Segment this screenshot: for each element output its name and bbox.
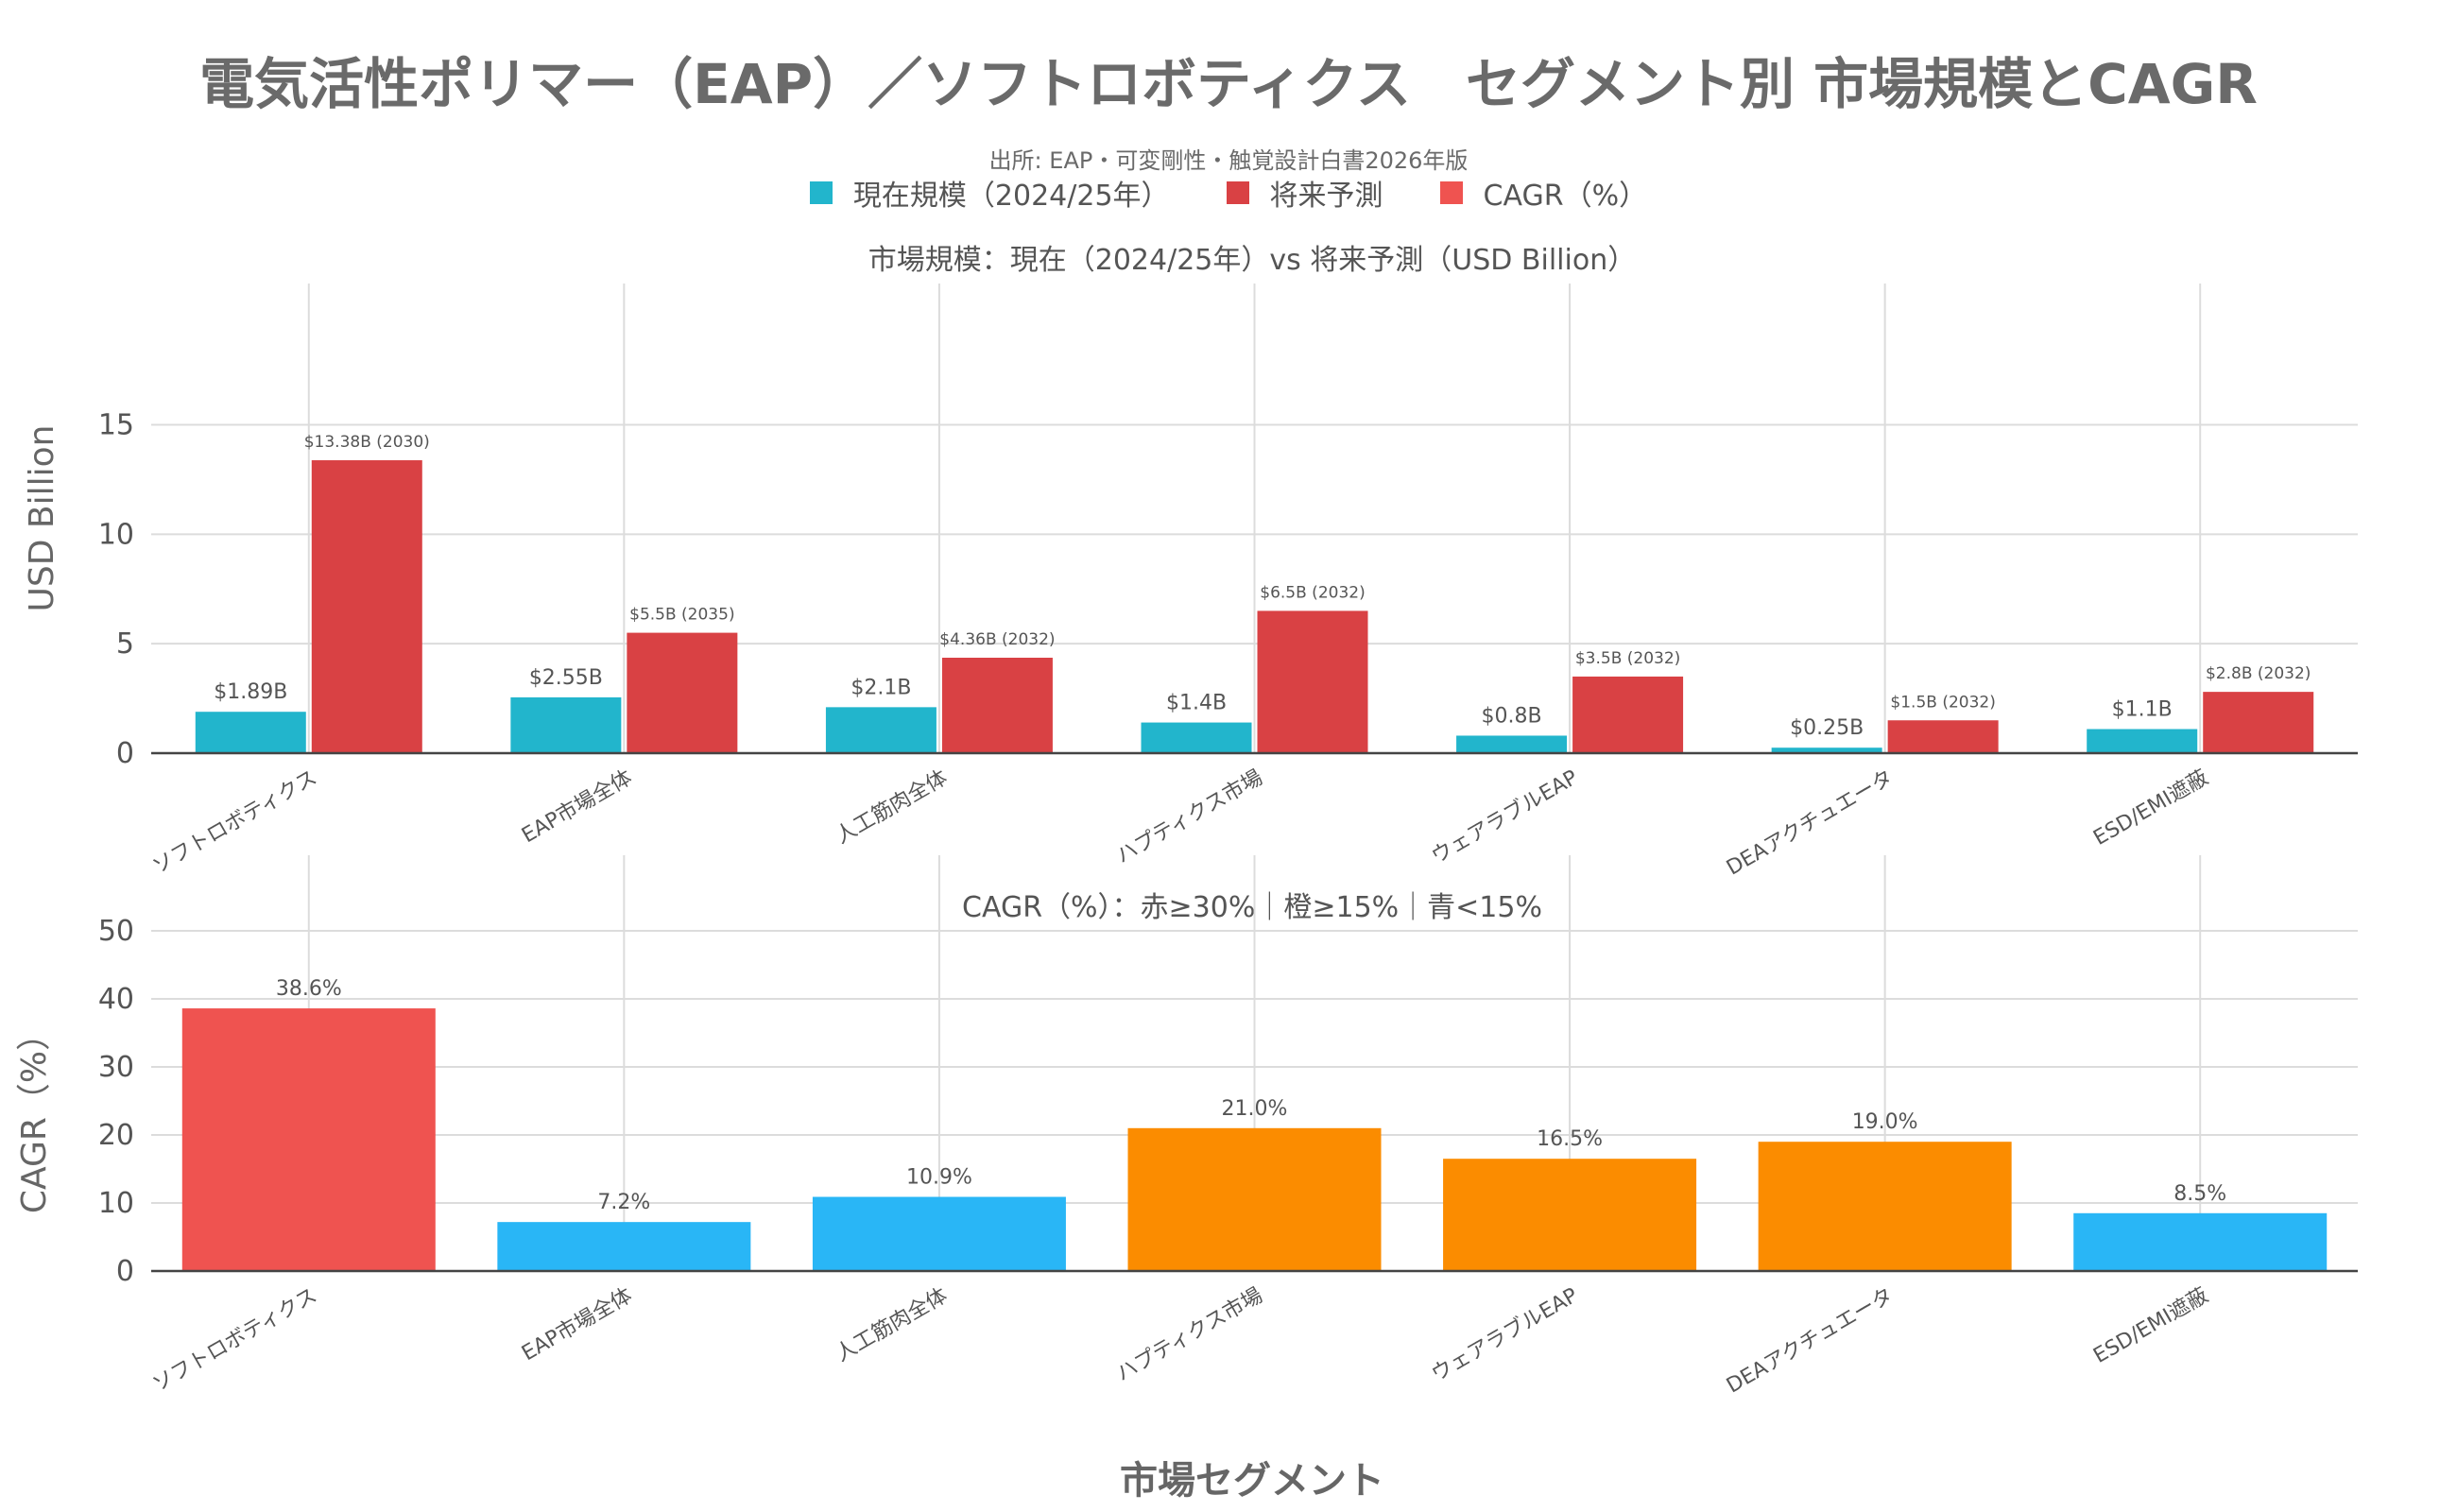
current-size-label: $2.1B [850,676,911,699]
future-size-bar[interactable] [2203,692,2314,753]
market-size-ytick-label: 5 [116,627,134,661]
future-size-label: $1.5B (2032) [1890,693,1995,712]
current-size-label: $0.25B [1790,716,1864,740]
market-size-category-label: ESD/EMI遮蔽 [2089,766,2212,850]
cagr-value-label: 8.5% [2174,1182,2226,1206]
market-size-category-label: ソフトロボティクス [149,766,321,880]
cagr-category-label: ESD/EMI遮蔽 [2089,1284,2212,1368]
cagr-bar[interactable] [1127,1127,1382,1271]
legend-swatch-current [809,181,833,204]
chart-title: 電気活性ポリマー（EAP）／ソフトロボティクス セグメント別 市場規模とCAGR [199,52,2258,116]
market-size-category-label: ウェアラブルEAP [1428,766,1582,869]
cagr-ytick-label: 10 [98,1187,134,1220]
legend: 現在規模（2024/25年） 将来予測 CAGR（%） [0,172,2457,214]
cagr-bar[interactable] [2073,1212,2328,1271]
current-size-bar[interactable] [510,696,622,753]
future-size-label: $5.5B (2035) [629,606,734,625]
cagr-ytick-label: 40 [98,983,134,1016]
future-size-label: $4.36B (2032) [939,630,1055,649]
future-size-label: $6.5B (2032) [1260,583,1365,602]
market-size-category-label: ハプティクス市場 [1112,766,1266,869]
future-size-label: $2.8B (2032) [2206,664,2311,683]
legend-item-cagr[interactable]: CAGR（%） [1439,172,1648,214]
future-size-bar[interactable] [311,460,422,753]
current-size-bar[interactable] [1141,722,1252,753]
cagr-category-label: EAP市場全体 [518,1284,636,1366]
cagr-subtitle: CAGR（%）：赤≥30%｜橙≥15%｜青<15% [962,891,1542,924]
cagr-value-label: 16.5% [1537,1127,1603,1151]
chart-source: 出所: EAP・可変剛性・触覚設計白書2026年版 [988,147,1469,174]
legend-swatch-future [1226,181,1249,204]
cagr-value-label: 38.6% [276,977,342,1001]
cagr-bar[interactable] [497,1222,751,1271]
legend-label-current: 現在規模（2024/25年） [852,180,1170,213]
cagr-ytick-label: 30 [98,1051,134,1084]
cagr-ytick-label: 20 [98,1119,134,1152]
current-size-label: $1.1B [2112,698,2173,722]
future-size-bar[interactable] [627,632,738,753]
cagr-value-label: 7.2% [597,1191,650,1214]
current-size-bar[interactable] [1456,735,1568,753]
future-size-bar[interactable] [941,657,1053,753]
future-size-bar[interactable] [1572,676,1684,753]
current-size-label: $1.89B [214,680,287,704]
cagr-bar[interactable] [1758,1142,2012,1271]
market-size-ytick-label: 15 [98,409,134,442]
legend-label-future: 将来予測 [1269,180,1383,213]
cagr-category-label: DEAアクチュエータ [1723,1284,1898,1399]
market-size-ytick-label: 0 [116,737,134,770]
future-size-label: $3.5B (2032) [1575,649,1680,668]
market-size-y-axis-label: USD Billion [23,425,61,612]
cagr-category-label: ソフトロボティクス [149,1284,321,1398]
market-size-ytick-label: 10 [98,518,134,551]
cagr-bar[interactable] [181,1008,436,1271]
market-size-category-label: EAP市場全体 [518,766,636,849]
current-size-bar[interactable] [195,712,306,753]
current-size-label: $0.8B [1482,704,1542,728]
cagr-bar[interactable] [1443,1159,1697,1271]
cagr-y-axis-label: CAGR（%） [15,1017,54,1213]
legend-label-cagr: CAGR（%） [1483,180,1648,213]
cagr-value-label: 10.9% [906,1166,972,1190]
current-size-bar[interactable] [825,707,936,753]
cagr-category-label: ウェアラブルEAP [1428,1284,1582,1387]
x-axis-title: 市場セグメント [1120,1459,1384,1503]
cagr-category-label: 人工筋肉全体 [832,1284,952,1367]
cagr-ytick-label: 0 [116,1255,134,1288]
cagr-ytick-label: 50 [98,915,134,948]
cagr-value-label: 19.0% [1852,1110,1918,1134]
future-size-label: $13.38B (2030) [304,433,430,452]
market-size-category-label: 人工筋肉全体 [832,766,952,850]
legend-item-current[interactable]: 現在規模（2024/25年） [809,172,1170,214]
legend-swatch-cagr [1439,181,1463,204]
cagr-category-label: ハプティクス市場 [1112,1284,1266,1387]
market-size-subtitle: 市場規模：現在（2024/25年）vs 将来予測（USD Billion） [868,244,1636,277]
market-size-category-label: DEAアクチュエータ [1723,766,1898,881]
future-size-bar[interactable] [1887,720,1999,753]
future-size-bar[interactable] [1257,610,1368,753]
cagr-value-label: 21.0% [1222,1097,1288,1121]
current-size-bar[interactable] [2087,729,2198,753]
current-size-label: $1.4B [1166,692,1227,715]
legend-item-future[interactable]: 将来予測 [1226,172,1383,214]
current-size-bar[interactable] [1771,747,1882,753]
cagr-bar[interactable] [812,1196,1066,1271]
current-size-label: $2.55B [529,666,603,690]
